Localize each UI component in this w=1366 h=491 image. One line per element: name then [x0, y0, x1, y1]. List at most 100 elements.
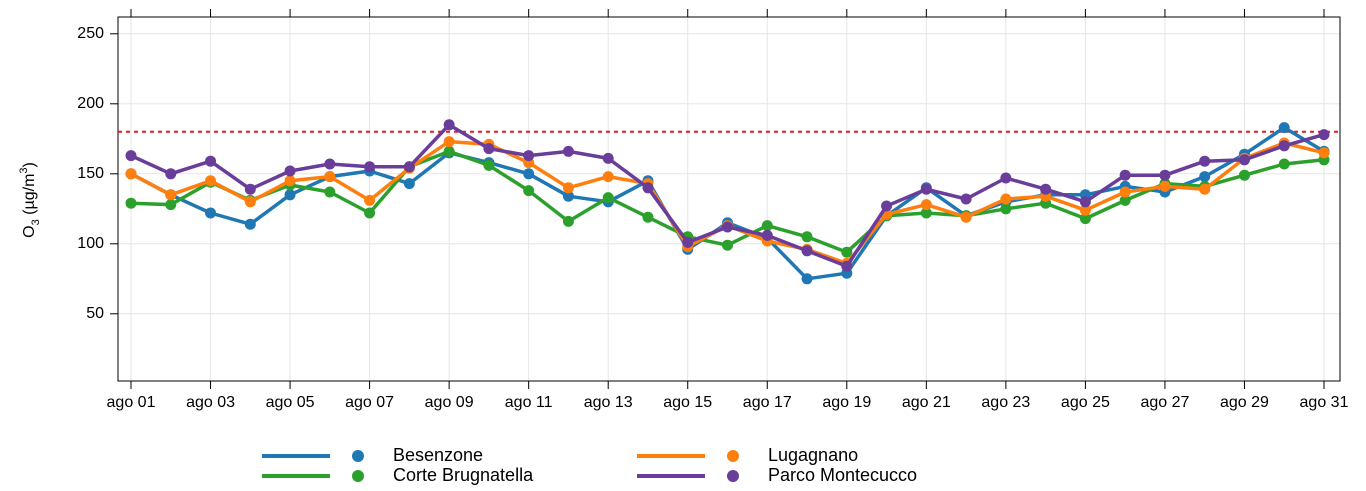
- y-label-part: 3: [18, 167, 30, 173]
- point: [722, 221, 733, 233]
- point: [1278, 122, 1290, 134]
- point: [364, 194, 376, 206]
- point: [1238, 169, 1250, 181]
- x-tick-label: ago 19: [822, 394, 871, 411]
- point: [1079, 204, 1091, 216]
- point: [443, 145, 455, 157]
- point: [1278, 158, 1290, 170]
- point: [920, 207, 932, 219]
- point: [1000, 203, 1012, 215]
- x-tick-label: ago 21: [902, 394, 951, 411]
- point: [1238, 154, 1250, 166]
- point: [602, 152, 614, 164]
- y-label-part: ): [21, 162, 38, 167]
- point: [284, 189, 296, 201]
- point: [642, 211, 654, 223]
- x-tick-label: ago 27: [1140, 394, 1189, 411]
- legend-dot: [352, 450, 364, 462]
- point: [125, 197, 137, 209]
- y-tick-label: 250: [77, 25, 104, 42]
- point: [364, 161, 376, 173]
- point: [1318, 147, 1330, 159]
- point: [483, 143, 495, 155]
- point: [165, 199, 177, 211]
- legend-text: Corte Brugnatella: [393, 465, 534, 485]
- legend-text: Parco Montecucco: [768, 465, 917, 485]
- x-tick-label: ago 01: [107, 394, 156, 411]
- point: [562, 145, 574, 157]
- point: [761, 220, 773, 232]
- x-tick-label: ago 17: [743, 394, 792, 411]
- point: [602, 171, 614, 183]
- legend-text: Lugagnano: [768, 445, 858, 465]
- x-tick-label: ago 13: [584, 394, 633, 411]
- y-axis-label: O3 (µg/m3): [18, 162, 42, 238]
- point: [801, 273, 813, 285]
- point: [483, 159, 495, 171]
- point: [602, 192, 614, 204]
- point: [960, 211, 972, 223]
- point: [1000, 172, 1012, 184]
- point: [1159, 169, 1171, 181]
- x-tick-label: ago 09: [425, 394, 474, 411]
- x-tick-label: ago 31: [1300, 394, 1349, 411]
- point: [562, 190, 574, 202]
- point: [244, 183, 256, 195]
- point: [801, 231, 813, 243]
- point: [1159, 180, 1171, 192]
- y-tick-label: 50: [86, 305, 104, 322]
- point: [960, 193, 972, 205]
- point: [1079, 196, 1091, 208]
- point: [284, 165, 296, 177]
- point: [562, 215, 574, 227]
- y-tick-label: 100: [77, 235, 104, 252]
- point: [1199, 183, 1211, 195]
- point: [841, 246, 853, 258]
- point: [801, 245, 813, 257]
- y-label-part: O: [21, 225, 38, 237]
- y-tick-label: 200: [77, 95, 104, 112]
- point: [403, 161, 415, 173]
- point: [1199, 155, 1211, 167]
- x-tick-label: ago 23: [981, 394, 1030, 411]
- x-tick-label: ago 03: [186, 394, 235, 411]
- point: [403, 178, 415, 190]
- point: [1199, 171, 1211, 183]
- point: [1318, 129, 1330, 141]
- point: [1000, 193, 1012, 205]
- point: [562, 182, 574, 194]
- point: [244, 196, 256, 208]
- y-tick-label: 150: [77, 165, 104, 182]
- point: [1119, 186, 1131, 198]
- y-label-part: (µg/m: [21, 174, 38, 220]
- x-tick-label: ago 29: [1220, 394, 1269, 411]
- point: [324, 171, 336, 183]
- point: [1079, 213, 1091, 225]
- point: [205, 207, 217, 219]
- x-tick-label: ago 07: [345, 394, 394, 411]
- point: [205, 175, 217, 187]
- point: [1119, 169, 1131, 181]
- point: [125, 150, 137, 162]
- point: [523, 168, 535, 180]
- point: [443, 119, 455, 131]
- point: [443, 136, 455, 148]
- point: [244, 218, 256, 230]
- legend-text: Besenzone: [393, 445, 483, 465]
- point: [324, 186, 336, 198]
- point: [165, 168, 177, 180]
- legend-dot: [727, 450, 739, 462]
- x-tick-label: ago 11: [505, 394, 553, 411]
- point: [284, 175, 296, 187]
- point: [881, 200, 893, 212]
- y-label-part: 3: [30, 219, 42, 225]
- point: [1278, 140, 1290, 152]
- x-tick-label: ago 05: [266, 394, 315, 411]
- point: [165, 189, 177, 201]
- point: [125, 168, 137, 180]
- legend-dot: [727, 470, 739, 482]
- point: [523, 185, 535, 197]
- point: [841, 260, 853, 272]
- legend-dot: [352, 470, 364, 482]
